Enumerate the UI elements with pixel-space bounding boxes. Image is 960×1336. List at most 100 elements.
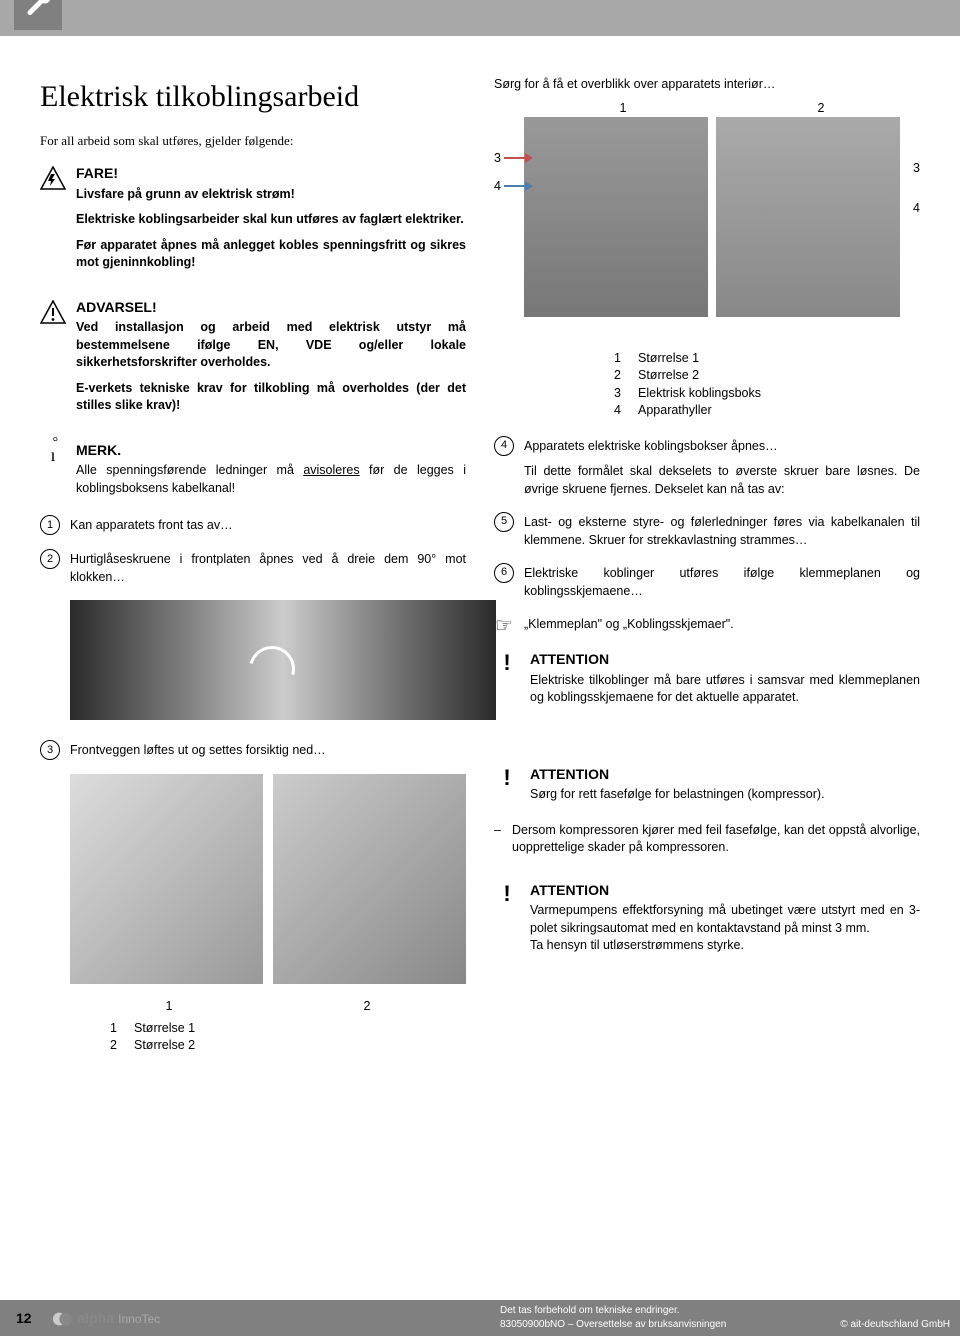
photo-interior-2	[716, 117, 900, 317]
step-4-number: 4	[494, 436, 514, 456]
step-5-text: Last- og eksterne styre- og følerledning…	[524, 512, 920, 549]
panel-legend-2-t: Størrelse 2	[134, 1037, 195, 1055]
step-3-text: Frontveggen løftes ut og settes forsikti…	[70, 740, 466, 760]
int-legend-4t: Apparathyller	[638, 402, 712, 420]
fare-title: FARE!	[76, 164, 466, 184]
step-2: 2 Hurtiglåseskruene i frontplaten åpnes …	[40, 549, 466, 586]
int-legend-4n: 4	[614, 402, 628, 420]
attention-2-text: Sørg for rett fasefølge for belastningen…	[530, 786, 920, 804]
int-legend-3n: 3	[614, 385, 628, 403]
right-column: Sørg for å få et overblikk over apparate…	[494, 76, 920, 1055]
step-3-number: 3	[40, 740, 60, 760]
interior-legend: 1 Størrelse 1 2 Størrelse 2 3 Elektrisk kob…	[614, 350, 920, 420]
left-column: Elektrisk tilkoblingsarbeid For all arbe…	[40, 76, 466, 1055]
step-5: 5 Last- og eksterne styre- og følerledni…	[494, 512, 920, 549]
step-6-text: Elektriske koblinger utføres ifølge klem…	[524, 563, 920, 600]
attention-3-text2: Ta hensyn til utløserstrømmens styrke.	[530, 937, 920, 955]
footer-line2: 83050900bNO – Oversettelse av bruksanvis…	[500, 1318, 726, 1332]
page-content: Elektrisk tilkoblingsarbeid For all arbe…	[0, 36, 960, 1055]
exclamation-icon-2: !	[494, 765, 520, 804]
exclamation-icon: !	[494, 650, 520, 707]
logo-suffix: InnoTec	[118, 1311, 160, 1328]
attention-2-dash-text: Dersom kompressoren kjører med feil fase…	[512, 822, 920, 857]
notice-merk: ı MERK. Alle spenningsførende ledninger …	[40, 441, 466, 498]
diagram-right-3: 3	[913, 160, 920, 178]
footer-copyright: © ait-deutschland GmbH	[840, 1318, 950, 1332]
page-title: Elektrisk tilkoblingsarbeid	[40, 76, 466, 118]
attention-3-text1: Varmepumpens effektforsyning må ubetinge…	[530, 902, 920, 937]
page-number: 12	[16, 1309, 32, 1329]
int-legend-2n: 2	[614, 367, 628, 385]
step-4-body: Til dette formålet skal dekselets to øve…	[524, 463, 920, 498]
wrench-tab	[14, 0, 62, 30]
step-2-text: Hurtiglåseskruene i frontplaten åpnes ve…	[70, 549, 466, 586]
attention-3-title: ATTENTION	[530, 881, 920, 901]
step-3: 3 Frontveggen løftes ut og settes forsik…	[40, 740, 466, 760]
attention-1-text: Elektriske tilkoblinger må bare utføres …	[530, 672, 920, 707]
photo-interior-1	[524, 117, 708, 317]
panel-legend: 1 Størrelse 1 2 Størrelse 2	[110, 1020, 466, 1055]
footer-left: 12 alphaInnoTec	[16, 1308, 160, 1330]
interior-diagram: 1 2 3 4 3 4	[494, 100, 920, 340]
step-1-text: Kan apparatets front tas av…	[70, 515, 466, 535]
diagram-left-4: 4	[494, 178, 501, 196]
diagram-right-4: 4	[913, 200, 920, 218]
overview-text: Sørg for å få et overblikk over apparate…	[494, 76, 920, 94]
danger-icon	[40, 164, 66, 280]
footer: 12 alphaInnoTec Det tas forbehold om tek…	[0, 1300, 960, 1336]
advarsel-title: ADVARSEL!	[76, 298, 466, 318]
step-5-number: 5	[494, 512, 514, 532]
intro-text: For all arbeid som skal utføres, gjelder…	[40, 132, 466, 150]
merk-title: MERK.	[76, 441, 466, 461]
step-1-number: 1	[40, 515, 60, 535]
panel-legend-1-t: Størrelse 1	[134, 1020, 195, 1038]
logo: alphaInnoTec	[52, 1308, 161, 1330]
step-4: 4 Apparatets elektriske koblingsbokser å…	[494, 436, 920, 499]
photo-pair-panels	[70, 774, 466, 984]
warning-icon	[40, 298, 66, 423]
panel-legend-2-n: 2	[110, 1037, 124, 1055]
reference-row: ☞ „Klemmeplan" og „Koblingsskjemaer".	[494, 614, 920, 636]
attention-1-title: ATTENTION	[530, 650, 920, 670]
step-2-number: 2	[40, 549, 60, 569]
fare-line1: Livsfare på grunn av elektrisk strøm!	[76, 186, 466, 204]
wrench-icon	[23, 0, 53, 21]
notice-advarsel: ADVARSEL! Ved installasjon og arbeid med…	[40, 298, 466, 423]
attention-2-dash: – Dersom kompressoren kjører med feil fa…	[494, 822, 920, 857]
fare-line2: Elektriske koblingsarbeider skal kun utf…	[76, 211, 466, 229]
step-6: 6 Elektriske koblinger utføres ifølge kl…	[494, 563, 920, 600]
step-1: 1 Kan apparatets front tas av…	[40, 515, 466, 535]
photo-panel-2	[273, 774, 466, 984]
attention-1: ! ATTENTION Elektriske tilkoblinger må b…	[494, 650, 920, 707]
int-legend-2t: Størrelse 2	[638, 367, 699, 385]
footer-line1: Det tas forbehold om tekniske endringer.	[500, 1304, 726, 1318]
panel-label-1: 1	[70, 998, 268, 1016]
arrow-blue-1	[504, 185, 532, 187]
exclamation-icon-3: !	[494, 881, 520, 955]
fare-line3: Før apparatet åpnes må anlegget kobles s…	[76, 237, 466, 272]
diagram-top-2: 2	[722, 100, 920, 118]
step-4-head: Apparatets elektriske koblingsbokser åpn…	[524, 438, 920, 456]
notice-fare: FARE! Livsfare på grunn av elektrisk str…	[40, 164, 466, 280]
diagram-top-1: 1	[524, 100, 722, 118]
photo-panel-1	[70, 774, 263, 984]
int-legend-1t: Størrelse 1	[638, 350, 699, 368]
advarsel-line2: E-verkets tekniske krav for tilkobling m…	[76, 380, 466, 415]
logo-text: alpha	[78, 1309, 115, 1329]
panel-label-2: 2	[268, 998, 466, 1016]
int-legend-3t: Elektrisk koblingsboks	[638, 385, 761, 403]
panel-legend-1-n: 1	[110, 1020, 124, 1038]
attention-2-title: ATTENTION	[530, 765, 920, 785]
logo-icon	[52, 1308, 74, 1330]
merk-text: Alle spenningsførende ledninger må aviso…	[76, 462, 466, 497]
photo-rotate-screw	[70, 600, 496, 720]
header-strip	[0, 0, 960, 36]
step-6-number: 6	[494, 563, 514, 583]
diagram-left-3: 3	[494, 150, 501, 168]
arrow-red-1	[504, 157, 532, 159]
attention-2: ! ATTENTION Sørg for rett fasefølge for …	[494, 765, 920, 804]
reference-text: „Klemmeplan" og „Koblingsskjemaer".	[524, 614, 920, 636]
info-icon: ı	[40, 441, 66, 498]
int-legend-1n: 1	[614, 350, 628, 368]
pointer-icon: ☞	[494, 614, 514, 636]
